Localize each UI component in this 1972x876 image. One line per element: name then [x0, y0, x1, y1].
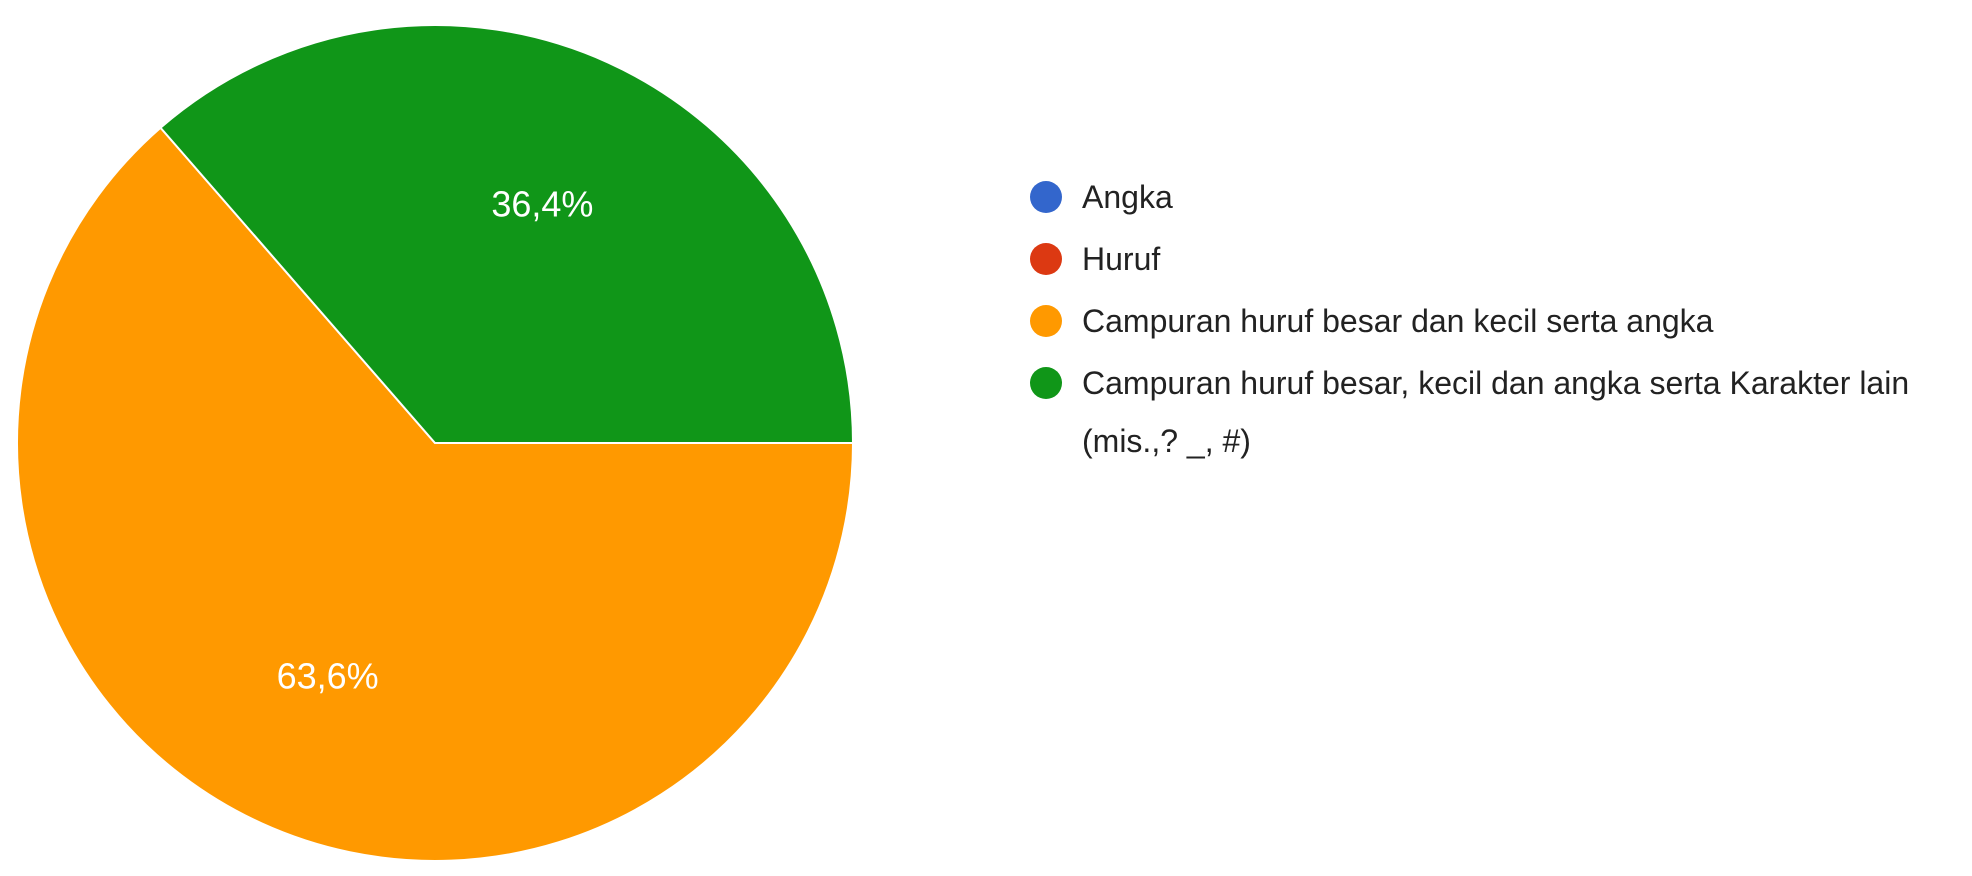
- legend-swatch: [1030, 367, 1062, 399]
- slice: [159, 24, 855, 444]
- legend-swatch: [1030, 181, 1062, 213]
- slice-label: 63,6%: [277, 655, 379, 696]
- legend-item: Campuran huruf besar, kecil dan angka se…: [1030, 354, 1970, 470]
- legend-item: Angka: [1030, 168, 1970, 226]
- slice-label: 36,4%: [491, 184, 593, 225]
- legend-label: Angka: [1082, 179, 1173, 215]
- legend-swatch: [1030, 305, 1062, 337]
- legend-item: Campuran huruf besar dan kecil serta ang…: [1030, 292, 1970, 350]
- legend-item: Huruf: [1030, 230, 1970, 288]
- legend: Angka Huruf Campuran huruf besar dan kecil…: [1030, 168, 1970, 474]
- legend-label: Campuran huruf besar dan kecil serta ang…: [1082, 303, 1714, 339]
- legend-swatch: [1030, 243, 1062, 275]
- chart: 63,6% 36,4%: [16, 24, 855, 862]
- legend-label: Campuran huruf besar, kecil dan angka se…: [1082, 365, 1910, 459]
- legend-label: Huruf: [1082, 241, 1161, 277]
- slice: [16, 126, 855, 862]
